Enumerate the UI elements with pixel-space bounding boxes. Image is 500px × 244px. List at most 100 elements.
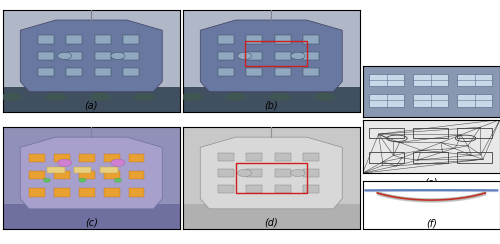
Ellipse shape <box>45 93 66 101</box>
Bar <box>66 52 82 60</box>
Ellipse shape <box>238 52 252 60</box>
Text: (b): (b) <box>264 100 278 110</box>
Polygon shape <box>20 20 162 92</box>
Bar <box>458 94 492 107</box>
Bar <box>414 128 448 138</box>
Bar <box>414 152 448 163</box>
Bar <box>303 35 319 44</box>
Bar <box>275 185 291 193</box>
Bar <box>79 171 95 179</box>
Bar <box>38 35 54 44</box>
Bar <box>246 35 262 44</box>
Bar <box>303 152 319 161</box>
Text: (a): (a) <box>84 100 98 110</box>
Bar <box>246 152 262 161</box>
Bar <box>38 52 54 60</box>
Ellipse shape <box>291 52 305 60</box>
Bar <box>303 52 319 60</box>
Bar <box>414 94 448 107</box>
Text: (f): (f) <box>426 218 436 228</box>
Bar <box>123 68 139 76</box>
Polygon shape <box>200 137 342 209</box>
Bar <box>218 68 234 76</box>
Polygon shape <box>182 87 360 112</box>
Bar <box>218 52 234 60</box>
Bar <box>95 35 111 44</box>
Bar <box>66 68 82 76</box>
Ellipse shape <box>134 93 155 101</box>
Bar <box>95 68 111 76</box>
Bar <box>54 171 70 179</box>
Bar <box>458 128 492 138</box>
Text: (e): (e) <box>424 178 438 188</box>
Bar <box>275 169 291 177</box>
Bar <box>303 185 319 193</box>
Bar <box>458 152 492 163</box>
Bar <box>128 171 144 179</box>
Ellipse shape <box>291 169 305 177</box>
Bar <box>370 94 404 107</box>
Bar <box>246 169 262 177</box>
Ellipse shape <box>238 169 252 177</box>
Bar <box>47 167 64 173</box>
Bar <box>123 35 139 44</box>
Bar <box>104 153 120 162</box>
Bar <box>275 35 291 44</box>
Ellipse shape <box>270 93 291 101</box>
Bar <box>244 41 307 66</box>
Bar <box>275 152 291 161</box>
Bar <box>218 185 234 193</box>
Ellipse shape <box>225 93 246 101</box>
Bar <box>218 35 234 44</box>
Bar <box>54 153 70 162</box>
Ellipse shape <box>58 159 71 166</box>
Bar <box>54 188 70 197</box>
Bar <box>29 171 45 179</box>
Circle shape <box>114 178 121 182</box>
Ellipse shape <box>58 52 71 60</box>
Bar <box>275 68 291 76</box>
Ellipse shape <box>180 93 202 101</box>
Text: (c): (c) <box>85 217 98 227</box>
Bar <box>74 167 91 173</box>
Bar <box>246 52 262 60</box>
Polygon shape <box>182 204 360 229</box>
Bar <box>218 152 234 161</box>
Bar <box>128 188 144 197</box>
Bar <box>104 188 120 197</box>
Bar <box>79 153 95 162</box>
Ellipse shape <box>314 93 335 101</box>
Text: (d): (d) <box>264 217 278 227</box>
Bar <box>38 68 54 76</box>
Polygon shape <box>20 137 162 209</box>
Bar <box>275 52 291 60</box>
Bar <box>236 163 307 193</box>
Bar <box>95 52 111 60</box>
Bar <box>104 171 120 179</box>
Bar <box>246 185 262 193</box>
Bar <box>414 73 448 86</box>
Bar <box>370 128 404 138</box>
Bar <box>246 68 262 76</box>
Bar <box>303 169 319 177</box>
Bar <box>79 188 95 197</box>
Bar <box>29 188 45 197</box>
Bar <box>303 68 319 76</box>
Ellipse shape <box>0 93 22 101</box>
Ellipse shape <box>90 93 111 101</box>
Bar <box>370 73 404 86</box>
Bar <box>218 169 234 177</box>
Bar <box>29 153 45 162</box>
Bar <box>123 52 139 60</box>
Bar <box>370 152 404 163</box>
Bar <box>458 73 492 86</box>
Bar <box>66 35 82 44</box>
Bar <box>128 153 144 162</box>
Circle shape <box>44 178 51 182</box>
Polygon shape <box>2 204 180 229</box>
Ellipse shape <box>111 159 125 166</box>
Ellipse shape <box>111 52 125 60</box>
Circle shape <box>79 178 86 182</box>
Bar <box>100 167 118 173</box>
Polygon shape <box>200 20 342 92</box>
